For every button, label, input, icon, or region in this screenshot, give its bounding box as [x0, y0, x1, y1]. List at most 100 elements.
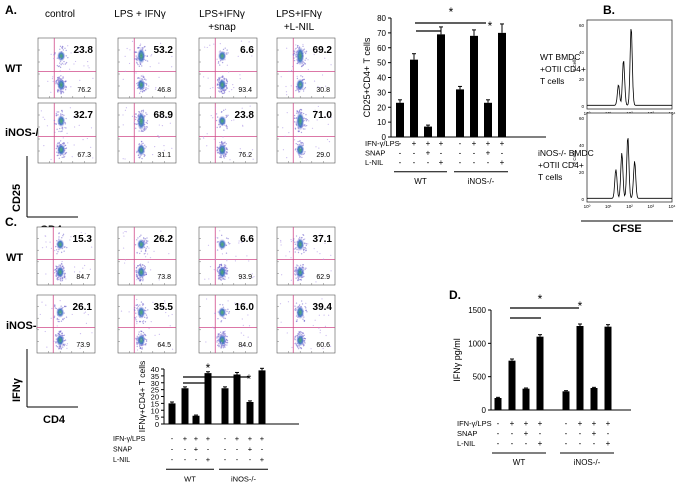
- event-dot: [50, 317, 52, 319]
- event-dot: [73, 63, 75, 65]
- event-dot: [212, 87, 214, 89]
- event-dot: [68, 68, 71, 70]
- quadrant-lower-right: 64.5: [157, 342, 171, 349]
- event-dot: [125, 107, 128, 109]
- event-dot: [65, 49, 67, 52]
- quadrant-upper-right: 23.8: [74, 45, 94, 56]
- treatment-mark-3-3: -: [525, 439, 528, 448]
- event-dot: [224, 330, 226, 332]
- event-dot: [304, 52, 307, 55]
- event-dot: [301, 303, 304, 305]
- event-dot: [140, 90, 142, 93]
- event-dot: [314, 109, 316, 111]
- event-dot: [221, 76, 223, 78]
- event-dot: [297, 265, 299, 267]
- event-dot: [136, 82, 138, 85]
- density-blob: [56, 334, 65, 347]
- event-dot: [136, 345, 138, 348]
- panelC-plot-r2-c2: 35.5 64.5: [117, 294, 177, 354]
- event-dot: [294, 267, 296, 269]
- event-dot: [225, 78, 227, 80]
- event-dot: [219, 91, 221, 93]
- event-dot: [303, 152, 306, 155]
- event-dot: [305, 243, 308, 245]
- event-dot: [304, 305, 306, 308]
- event-dot: [65, 86, 67, 89]
- event-dot: [304, 86, 307, 89]
- event-dot: [62, 306, 64, 309]
- event-dot: [295, 266, 297, 269]
- event-dot: [251, 55, 253, 57]
- quadrant-upper-right: 53.2: [154, 45, 174, 56]
- event-dot: [65, 80, 67, 82]
- treatment-mark-3-6: -: [579, 439, 582, 448]
- event-dot: [294, 343, 296, 345]
- event-dot: [60, 63, 62, 66]
- event-dot: [293, 117, 296, 119]
- event-dot: [305, 309, 307, 312]
- event-dot: [209, 87, 211, 90]
- event-dot: [212, 326, 214, 328]
- event-dot: [303, 78, 305, 81]
- event-dot: [302, 64, 304, 67]
- panelA-row-label-inos: iNOS-/-: [5, 127, 43, 139]
- event-dot: [51, 78, 54, 80]
- event-dot: [235, 255, 237, 257]
- event-dot: [295, 44, 297, 46]
- event-dot: [216, 337, 218, 339]
- event-dot: [239, 74, 241, 76]
- event-dot: [55, 113, 58, 115]
- event-dot: [294, 305, 296, 307]
- event-dot: [145, 121, 147, 123]
- event-dot: [305, 113, 307, 116]
- histogram-annotation-4: iNOS-/- BMDC: [538, 148, 594, 158]
- density-blob: [218, 307, 227, 318]
- event-dot: [144, 249, 147, 251]
- event-dot: [135, 339, 138, 341]
- event-dot: [219, 303, 221, 306]
- event-dot: [218, 344, 220, 347]
- event-dot: [137, 305, 140, 307]
- event-dot: [227, 237, 229, 240]
- y-tick-label: 20: [151, 393, 159, 402]
- event-dot: [293, 139, 296, 141]
- y-tick-label: 80: [377, 14, 386, 23]
- event-dot: [142, 322, 145, 325]
- event-dot: [144, 321, 147, 323]
- event-dot: [323, 314, 325, 316]
- y-tick-label: 10: [377, 118, 386, 127]
- event-dot: [139, 43, 142, 45]
- event-dot: [224, 264, 227, 267]
- event-dot: [303, 238, 305, 241]
- event-dot: [59, 70, 61, 72]
- event-dot: [141, 142, 143, 145]
- event-dot: [300, 347, 302, 349]
- event-dot: [160, 230, 162, 232]
- event-dot: [59, 48, 61, 50]
- event-dot: [302, 112, 305, 115]
- event-dot: [140, 110, 143, 112]
- bar-5: [562, 391, 570, 410]
- event-dot: [50, 53, 52, 55]
- event-dot: [56, 144, 58, 146]
- event-dot: [61, 62, 63, 65]
- event-dot: [317, 85, 319, 88]
- histogram-annotation-2: +OTII CD4+: [540, 64, 586, 74]
- event-dot: [294, 149, 297, 151]
- event-dot: [296, 151, 298, 153]
- density-blob: [296, 111, 305, 131]
- event-dot: [216, 116, 219, 118]
- density-blob: [218, 266, 227, 279]
- event-dot: [136, 316, 138, 318]
- event-dot: [58, 264, 60, 266]
- event-dot: [143, 241, 146, 243]
- event-dot: [284, 135, 286, 137]
- event-dot: [60, 75, 62, 77]
- col-header-1: control: [45, 9, 75, 20]
- panelA-flow-plots: 23.8 76.2 53.2 46.8 6.6 93.4 69.2 30.8 32.7 67.3 6…: [37, 37, 336, 164]
- event-dot: [145, 272, 147, 274]
- event-dot: [216, 249, 219, 251]
- event-dot: [53, 305, 56, 308]
- event-dot: [243, 334, 245, 336]
